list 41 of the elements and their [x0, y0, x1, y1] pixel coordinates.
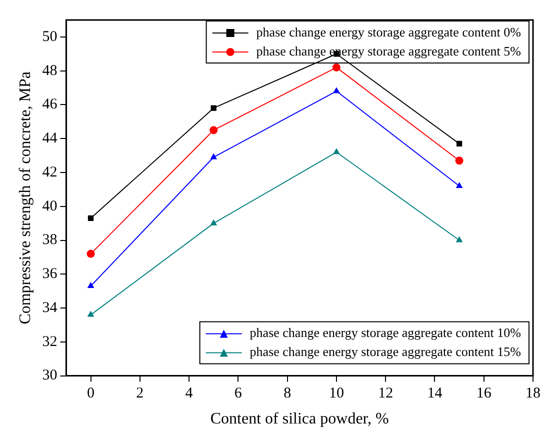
point	[87, 282, 94, 288]
y-axis-title: Compressive strength of concrete, MPa	[16, 71, 34, 324]
point	[456, 182, 463, 188]
y-tick-label: 40	[42, 198, 58, 214]
legend-label: phase change energy storage aggregate content 0%	[256, 24, 522, 40]
legend-label: phase change energy storage aggregate content 15%	[250, 344, 522, 360]
point	[86, 250, 95, 258]
point	[332, 63, 340, 72]
y-tick-label: 46	[42, 96, 58, 113]
x-axis-title: Content of silica powder, %	[210, 410, 389, 428]
x-tick-label: 16	[476, 386, 492, 402]
y-tick-label: 44	[42, 130, 58, 147]
y-tick-label: 36	[42, 266, 58, 282]
x-tick-label: 12	[378, 386, 394, 402]
legend-label: phase change energy storage aggregate content 10%	[250, 325, 522, 340]
x-tick-label: 8	[284, 386, 292, 402]
x-tick-label: 6	[234, 386, 242, 402]
point	[87, 310, 94, 317]
point	[455, 156, 464, 165]
point	[210, 153, 218, 160]
point	[332, 87, 340, 94]
y-tick-label: 42	[42, 164, 58, 180]
point	[210, 126, 218, 134]
y-tick-label: 30	[42, 368, 58, 384]
y-tick-label: 32	[42, 334, 58, 350]
x-tick-label: 18	[526, 386, 540, 402]
point	[210, 219, 218, 226]
x-tick-label: 10	[328, 386, 344, 402]
y-tick-label: 48	[42, 62, 58, 79]
point	[456, 236, 463, 242]
point	[456, 140, 462, 147]
x-tick-label: 14	[427, 386, 443, 402]
x-tick-label: 2	[136, 386, 144, 402]
point	[210, 105, 216, 111]
y-tick-label: 50	[42, 28, 58, 45]
point	[332, 148, 340, 154]
x-tick-label: 4	[185, 386, 194, 402]
y-tick-label: 34	[42, 300, 58, 316]
point	[88, 215, 94, 222]
x-tick-label: 0	[87, 386, 95, 402]
y-tick-label: 38	[42, 232, 58, 248]
